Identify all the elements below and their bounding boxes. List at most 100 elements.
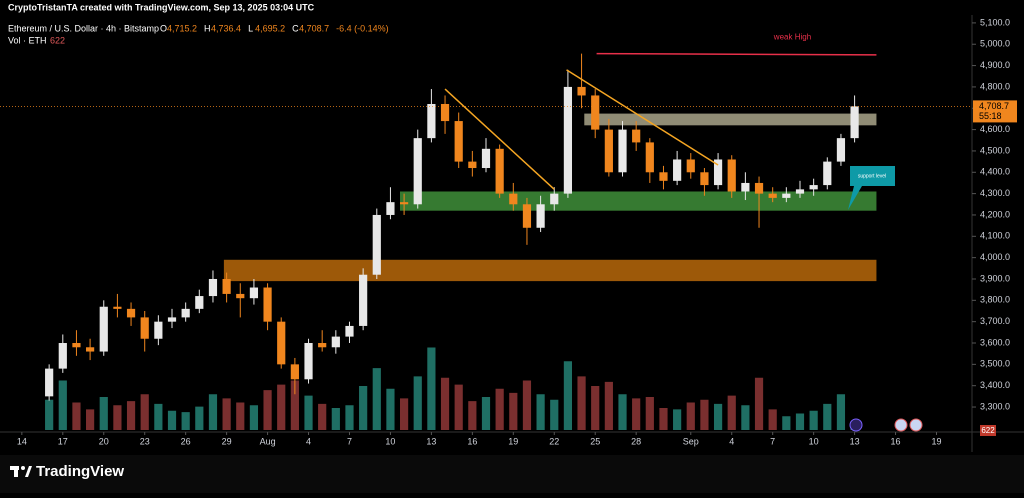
volume-bar bbox=[563, 361, 573, 430]
y-tick-label: 5,100.0 bbox=[980, 17, 1010, 27]
volume-bar bbox=[359, 386, 368, 430]
x-tick-label: 29 bbox=[222, 436, 232, 446]
candle-body bbox=[536, 204, 545, 228]
volume-legend-value: 622 bbox=[50, 35, 65, 45]
ohlc-value: 4,736.4 bbox=[211, 23, 241, 33]
brand-logo[interactable]: TradingView bbox=[10, 463, 124, 480]
volume-bar bbox=[836, 394, 846, 430]
x-tick-label: 19 bbox=[508, 436, 518, 446]
candle-body bbox=[659, 172, 668, 181]
x-tick-label: 7 bbox=[770, 436, 775, 446]
x-tick-label: 10 bbox=[809, 436, 819, 446]
candle-body bbox=[700, 172, 709, 186]
volume-bar bbox=[591, 386, 600, 430]
candle-body bbox=[673, 159, 682, 181]
support-callout bbox=[848, 166, 895, 210]
volume-legend-label: Vol · ETH bbox=[8, 35, 47, 45]
price-zone bbox=[223, 259, 877, 282]
ohlc-value: 4,695.2 bbox=[255, 23, 285, 33]
volume-bar bbox=[263, 390, 272, 430]
volume-bar bbox=[277, 384, 286, 430]
y-tick-label: 4,800.0 bbox=[980, 81, 1010, 91]
candle-body bbox=[454, 121, 463, 162]
x-tick-label: 13 bbox=[850, 436, 860, 446]
support-label: support level bbox=[858, 173, 886, 179]
candle-body bbox=[181, 308, 190, 318]
x-tick-label: 26 bbox=[181, 436, 191, 446]
y-tick-label: 5,000.0 bbox=[980, 39, 1010, 49]
volume-bar bbox=[645, 397, 654, 430]
candle-body bbox=[58, 343, 67, 369]
candle-body bbox=[481, 148, 491, 169]
candle-body bbox=[768, 193, 777, 198]
candle-body bbox=[645, 142, 654, 173]
volume-bar bbox=[700, 399, 709, 430]
y-tick-label: 4,100.0 bbox=[980, 231, 1010, 241]
y-tick-label: 4,500.0 bbox=[980, 145, 1010, 155]
weak-high-label: weak High bbox=[773, 33, 811, 42]
volume-bar bbox=[509, 392, 518, 430]
volume-bar bbox=[372, 368, 381, 430]
volume-bar bbox=[208, 394, 218, 430]
x-tick-label: 20 bbox=[99, 436, 109, 446]
candle-body bbox=[809, 185, 818, 190]
candle-body bbox=[522, 204, 532, 228]
candle-body bbox=[427, 103, 436, 139]
y-tick-label: 4,300.0 bbox=[980, 188, 1010, 198]
volume-bar bbox=[140, 394, 149, 430]
volume-bar bbox=[399, 398, 409, 430]
x-tick-label: 22 bbox=[549, 436, 559, 446]
x-tick-label: Aug bbox=[260, 436, 276, 446]
ohlc-key: L bbox=[248, 23, 253, 33]
candle-body bbox=[222, 278, 231, 294]
volume-bar bbox=[413, 376, 422, 430]
y-tick-label: 4,000.0 bbox=[980, 252, 1010, 262]
candle-body bbox=[550, 193, 559, 205]
brand-name: TradingView bbox=[36, 463, 124, 480]
event-icon[interactable] bbox=[894, 418, 908, 432]
x-tick-label: 23 bbox=[140, 436, 150, 446]
candle-body bbox=[72, 343, 81, 348]
volume-bar bbox=[754, 377, 764, 430]
volume-bar bbox=[795, 413, 805, 430]
candle-body bbox=[850, 106, 859, 139]
y-tick-label: 3,400.0 bbox=[980, 380, 1010, 390]
volume-bar bbox=[809, 410, 818, 430]
candle-body bbox=[782, 193, 791, 198]
volume-bar bbox=[249, 405, 259, 430]
event-icon[interactable] bbox=[909, 418, 923, 432]
candle-body bbox=[577, 86, 586, 96]
volume-bar bbox=[673, 409, 682, 430]
volume-bar bbox=[304, 395, 313, 430]
volume-axis-tag bbox=[980, 425, 996, 436]
candle-body bbox=[604, 129, 613, 173]
x-tick-label: 16 bbox=[891, 436, 901, 446]
ohlc-key: C bbox=[292, 23, 299, 33]
price-zone bbox=[399, 191, 877, 211]
last-price-tag bbox=[973, 100, 1017, 123]
volume-bar bbox=[318, 403, 327, 430]
x-tick-label: 4 bbox=[306, 436, 311, 446]
candle-body bbox=[249, 287, 259, 299]
volume-bar bbox=[195, 406, 204, 430]
x-tick-label: 17 bbox=[58, 436, 68, 446]
candle-body bbox=[509, 193, 518, 205]
candle-body bbox=[263, 287, 272, 322]
volume-bar bbox=[823, 403, 832, 430]
candle-body bbox=[413, 138, 422, 205]
candle-body bbox=[495, 148, 504, 194]
y-tick-label: 3,700.0 bbox=[980, 316, 1010, 326]
candle-body bbox=[236, 293, 245, 299]
ohlc-change: -6.4 (-0.14%) bbox=[336, 23, 389, 33]
candle-body bbox=[591, 95, 600, 130]
volume-bar bbox=[222, 398, 231, 430]
candle-body bbox=[167, 317, 177, 322]
candle-body bbox=[99, 306, 108, 352]
volume-bar bbox=[45, 399, 54, 430]
volume-bar bbox=[454, 384, 463, 430]
y-tick-label: 3,900.0 bbox=[980, 273, 1010, 283]
y-tick-label: 3,800.0 bbox=[980, 295, 1010, 305]
event-icon[interactable] bbox=[849, 418, 863, 432]
x-tick-label: 19 bbox=[931, 436, 941, 446]
candle-body bbox=[113, 306, 122, 309]
